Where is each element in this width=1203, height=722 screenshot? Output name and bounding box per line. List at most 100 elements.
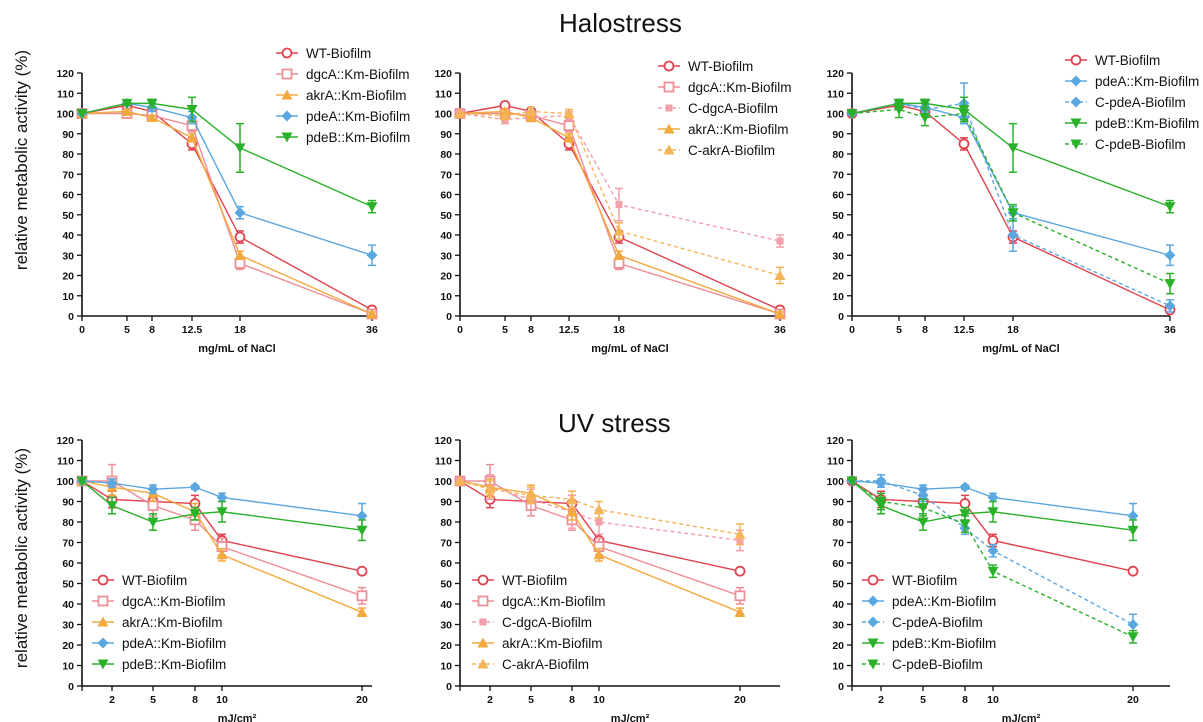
data-point	[613, 225, 625, 236]
x-tick-label: 10	[216, 694, 228, 706]
y-tick-label: 110	[435, 456, 452, 468]
series-line	[81, 102, 373, 256]
y-tick-label: 110	[827, 456, 844, 468]
series-line	[851, 104, 1171, 311]
y-tick-label: 70	[440, 538, 452, 550]
data-point	[959, 481, 971, 493]
y-tick-label: 80	[62, 149, 74, 161]
x-tick-label: 20	[1127, 694, 1139, 706]
legend-marker	[867, 659, 879, 670]
data-point	[356, 565, 368, 577]
series-line	[81, 102, 373, 208]
series-pdeB	[76, 476, 368, 542]
y-tick-label: 100	[826, 476, 844, 488]
data-point	[958, 138, 970, 150]
legend-marker	[477, 658, 489, 669]
legend-marker	[281, 89, 293, 100]
y-tick-label: 90	[440, 497, 452, 509]
y-tick-label: 70	[62, 538, 74, 550]
legend-label: pdeA::Km-Biofilm	[892, 594, 996, 609]
legend-marker	[477, 637, 489, 648]
series-line	[81, 110, 373, 315]
y-tick-label: 90	[440, 129, 452, 141]
y-tick-label: 70	[832, 169, 844, 181]
data-point	[893, 104, 905, 115]
legend-label: akrA::Km-Biofilm	[688, 122, 789, 137]
panel-1-2: 0 10 20 30 40 50 60 70 80 90 100 110 120 2 5 8 10 20 mJ/cm…	[826, 435, 1170, 722]
legend-marker	[1070, 118, 1082, 129]
y-tick-label: 50	[62, 579, 74, 591]
y-tick-label: 120	[826, 435, 844, 447]
data-point	[525, 112, 537, 123]
series-line	[851, 480, 1134, 572]
data-point	[613, 249, 625, 260]
data-point	[959, 519, 971, 530]
data-point	[1127, 632, 1139, 643]
data-point	[121, 105, 133, 116]
y-tick-label: 20	[832, 271, 844, 283]
x-tick-label: 18	[234, 324, 246, 336]
legend-marker	[97, 595, 109, 607]
series-pdeB	[76, 96, 378, 214]
y-tick-label: 20	[832, 640, 844, 652]
data-point	[1164, 202, 1176, 213]
legend: WT-BiofilmpdeA::Km-BiofilmC-pdeA-Biofilm…	[1065, 53, 1199, 152]
y-tick-label: 70	[832, 538, 844, 550]
data-point	[959, 498, 971, 509]
legend-marker	[663, 144, 675, 155]
x-tick-label: 2	[109, 694, 115, 706]
data-point	[734, 590, 746, 602]
y-tick-label: 60	[832, 558, 844, 570]
legend: WT-BiofilmpdeA::Km-BiofilmC-pdeA-Biofilm…	[862, 573, 996, 672]
legend-marker	[281, 68, 293, 80]
data-point	[1127, 510, 1139, 522]
y-tick-label: 20	[62, 640, 74, 652]
legend-label: C-dgcA-Biofilm	[502, 615, 592, 630]
y-tick-label: 50	[832, 210, 844, 222]
series-line	[851, 102, 1171, 208]
data-point	[499, 110, 511, 121]
y-tick-label: 80	[440, 149, 452, 161]
y-tick-label: 90	[62, 497, 74, 509]
series-pdeB	[846, 96, 1176, 214]
y-tick-label: 0	[68, 311, 74, 323]
legend-marker	[477, 574, 489, 586]
y-tick-label: 40	[440, 599, 452, 611]
data-point	[234, 143, 246, 154]
legend-marker	[1070, 139, 1082, 150]
x-tick-label: 5	[150, 694, 156, 706]
legend-label: dgcA::Km-Biofilm	[306, 67, 410, 82]
y-tick-label: 0	[838, 681, 844, 693]
series-pdeA	[76, 475, 368, 529]
data-point	[734, 565, 746, 577]
legend-label: C-pdeA-Biofilm	[892, 615, 983, 630]
data-point	[959, 509, 971, 520]
data-point	[186, 104, 198, 115]
series-line	[459, 480, 741, 535]
series-line	[459, 480, 741, 542]
data-point	[234, 207, 246, 219]
panel-0-2: 0 10 20 30 40 50 60 70 80 90 100 110 120 0 5 8 12.5 18 36 m…	[826, 53, 1199, 355]
y-tick-label: 10	[62, 661, 74, 673]
x-tick-label: 12.5	[182, 324, 203, 336]
legend-label: WT-Biofilm	[688, 59, 753, 74]
x-axis-label: mg/mL of NaCl	[198, 343, 275, 355]
data-point	[366, 202, 378, 213]
data-point	[76, 476, 88, 487]
data-point	[987, 491, 999, 503]
x-tick-label: 5	[528, 694, 534, 706]
data-point	[917, 489, 929, 501]
y-tick-label: 60	[62, 558, 74, 570]
data-point	[919, 98, 931, 109]
x-tick-label: 2	[487, 694, 493, 706]
y-tick-label: 50	[440, 210, 452, 222]
data-point	[356, 590, 368, 602]
data-point	[593, 549, 605, 560]
y-tick-label: 10	[62, 291, 74, 303]
y-tick-label: 0	[68, 681, 74, 693]
uv-stress-title: UV stress	[558, 408, 671, 438]
data-point	[776, 237, 784, 245]
series-pdeB	[846, 476, 1139, 542]
legend-label: WT-Biofilm	[306, 46, 371, 61]
y-tick-label: 60	[440, 558, 452, 570]
